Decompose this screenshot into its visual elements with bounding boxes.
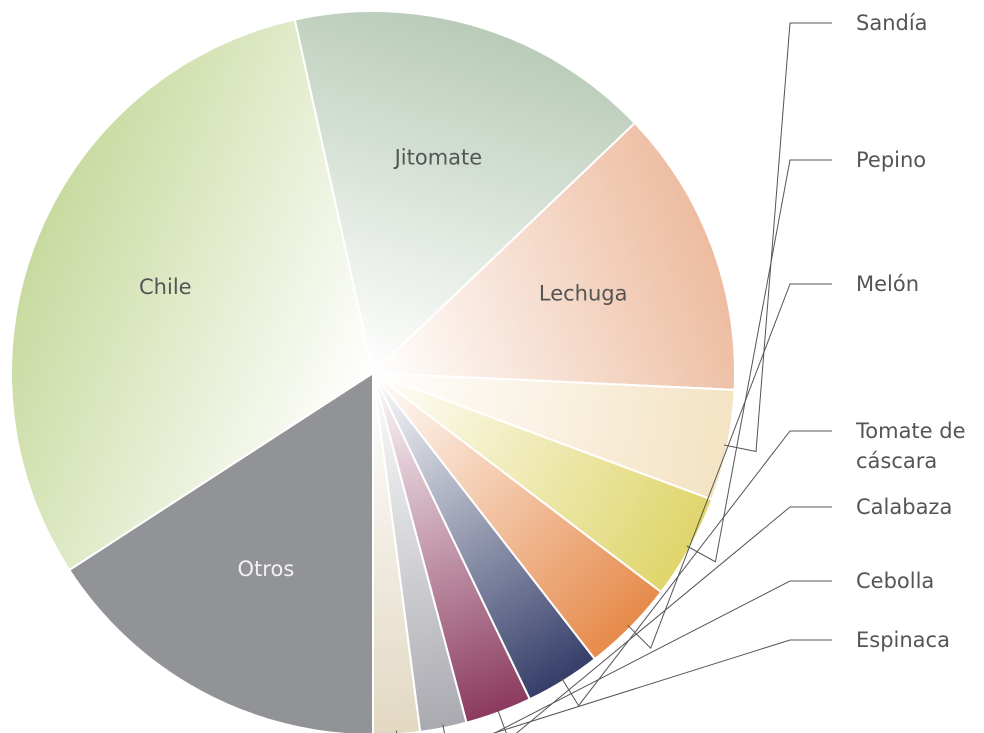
leader-line-cebolla	[442, 580, 832, 733]
slice-label-tomate-de-cascara: Tomate de cáscara	[855, 419, 966, 473]
leader-line-tomate-de-cascara	[560, 430, 832, 707]
slice-label-espinaca: Espinaca	[856, 628, 950, 652]
slice-chile	[10, 18, 375, 572]
slice-label-calabaza: Calabaza	[856, 495, 952, 519]
slice-label-chile: Chile	[139, 275, 192, 299]
slice-jitomate	[293, 10, 637, 375]
slice-label-cebolla: Cebolla	[856, 569, 934, 593]
slice-label-sandia: Sandía	[856, 11, 928, 35]
slice-label-jitomate: Jitomate	[393, 145, 483, 169]
slice-label-melon: Melón	[856, 272, 919, 296]
slice-label-otros: Otros	[238, 557, 295, 581]
leader-line-sandia	[724, 22, 832, 453]
slice-espinaca	[372, 372, 422, 733]
slice-label-lechuga: Lechuga	[539, 281, 628, 305]
leader-line-calabaza	[496, 506, 832, 733]
leader-line-pepino	[686, 159, 832, 563]
slice-lechuga	[370, 121, 737, 391]
slice-label-pepino: Pepino	[856, 148, 926, 172]
leader-line-melon	[627, 283, 832, 650]
leader-line-espinaca	[395, 639, 832, 733]
